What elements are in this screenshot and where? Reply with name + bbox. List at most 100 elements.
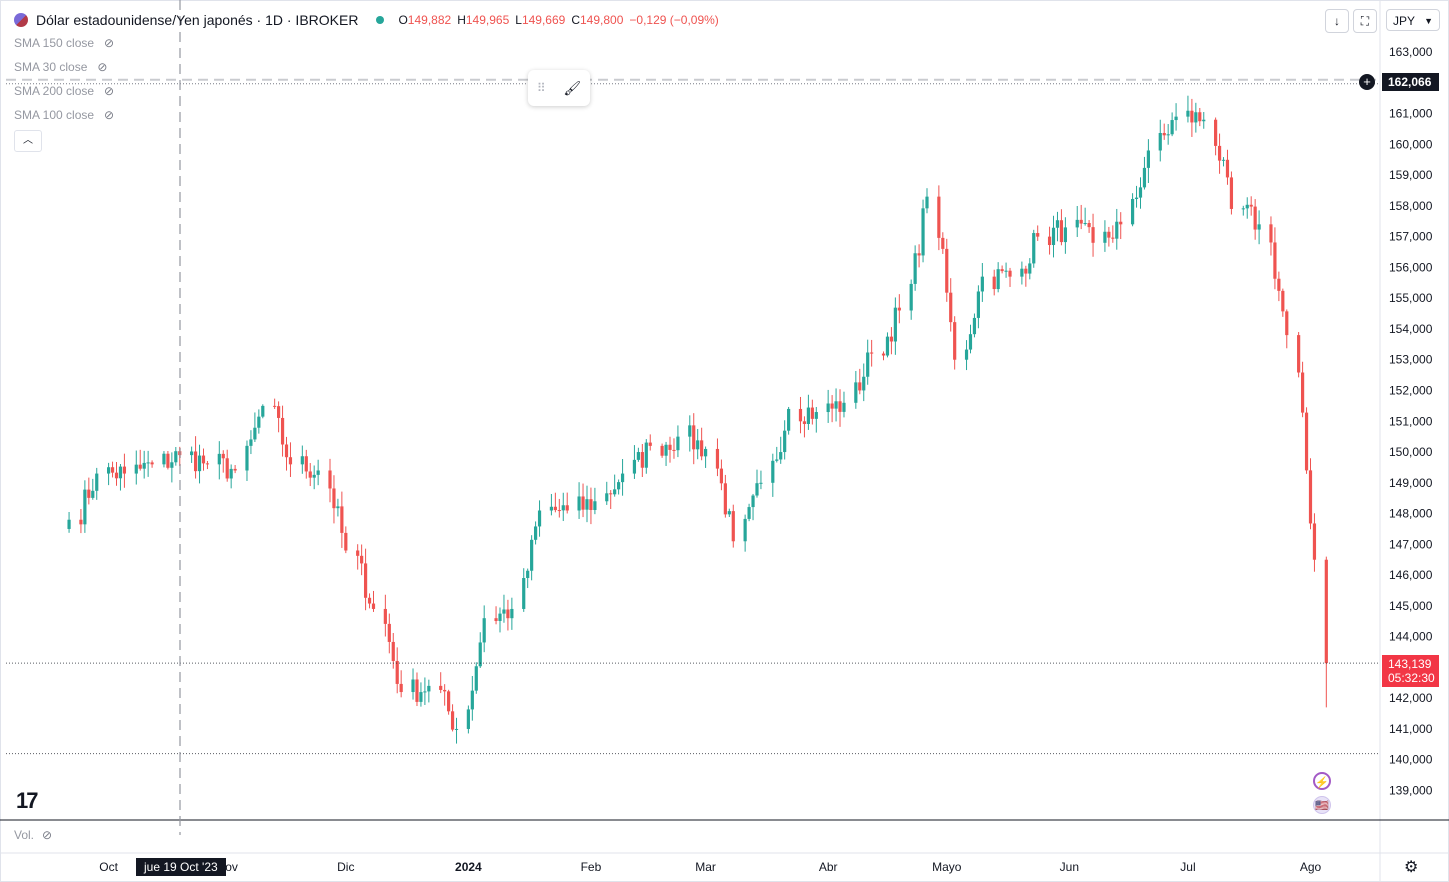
candle-body	[842, 402, 846, 412]
candle-body	[1091, 227, 1095, 243]
indicator-sma-150[interactable]: SMA 150 close ⊘	[14, 36, 114, 50]
drawing-toolbox[interactable]: ⠿ 🖌	[528, 70, 590, 106]
candle-body	[668, 444, 672, 450]
candle-body	[336, 506, 340, 509]
eye-hidden-icon[interactable]: ⊘	[104, 36, 115, 50]
candle-body	[474, 666, 478, 691]
candle-body	[553, 506, 557, 511]
price-tick-label: 150,000	[1389, 445, 1433, 459]
candle-body	[909, 283, 913, 311]
eye-hidden-icon[interactable]: ⊘	[42, 828, 53, 842]
candle-body	[356, 550, 360, 556]
candle-body	[110, 467, 115, 473]
candle-body	[743, 518, 747, 542]
candle-body	[577, 496, 581, 511]
settings-gear-icon[interactable]: ⚙	[1404, 859, 1419, 876]
candle-body	[1324, 559, 1328, 664]
us-flag-event-icon[interactable]: 🇺🇸	[1313, 796, 1331, 814]
candle-body	[565, 505, 569, 511]
candle-body	[95, 473, 99, 491]
download-button[interactable]: ↓	[1325, 9, 1349, 33]
currency-select[interactable]: JPY ▼	[1386, 9, 1440, 31]
candle-body	[1273, 242, 1277, 279]
candle-body	[1004, 270, 1008, 272]
candle-body	[87, 489, 91, 498]
candle-body	[1079, 219, 1083, 224]
candle-body	[316, 470, 320, 475]
candle-body	[1036, 233, 1040, 237]
candle-body	[1253, 206, 1257, 230]
candle-body	[1028, 263, 1032, 274]
candle-body	[470, 690, 474, 710]
time-axis[interactable]: Oct Nov Dic 2024 Feb Mar Abr Mayo Jun Jul Ago	[99, 860, 1321, 874]
price-tick-label: 161,000	[1389, 107, 1433, 121]
price-axis[interactable]: 139,000 140,000 141,000 142,000 144,000 145,0…	[1389, 45, 1433, 797]
candle-body	[225, 458, 229, 479]
indicator-sma-30[interactable]: SMA 30 close ⊘	[14, 60, 107, 74]
eye-hidden-icon[interactable]: ⊘	[97, 60, 108, 74]
candle-body	[617, 482, 621, 490]
candle-body	[118, 466, 123, 479]
indicator-sma-100[interactable]: SMA 100 close ⊘	[14, 108, 114, 122]
price-tick-label: 147,000	[1389, 537, 1433, 551]
indicator-sma-200[interactable]: SMA 200 close ⊘	[14, 84, 114, 98]
time-tick-label: Jul	[1180, 860, 1195, 874]
candle-body	[363, 563, 368, 598]
candle-body	[170, 462, 174, 468]
candle-body	[636, 452, 640, 460]
candle-body	[1217, 145, 1222, 161]
candle-body	[423, 691, 427, 693]
candle-body	[530, 539, 534, 571]
candle-body	[107, 467, 111, 474]
last-price-tag: 143,139 05:32:30	[1382, 655, 1439, 687]
candle-body	[1142, 167, 1147, 188]
candle-body	[1111, 237, 1115, 239]
candle-body	[122, 466, 127, 474]
candle-body	[419, 692, 423, 702]
price-tick-label: 140,000	[1389, 753, 1433, 767]
candle-body	[447, 691, 451, 712]
candle-body	[344, 532, 348, 551]
candle-body	[589, 499, 593, 511]
candle-body	[885, 336, 890, 356]
candle-body	[83, 489, 87, 525]
symbol-title[interactable]: Dólar estadounidense/Yen japonés · 1D · …	[36, 12, 359, 28]
brush-icon[interactable]: 🖌	[563, 79, 582, 96]
price-tick-label: 141,000	[1389, 722, 1433, 736]
eye-hidden-icon[interactable]: ⊘	[104, 108, 115, 122]
candles	[67, 95, 1328, 744]
candle-body	[1241, 208, 1245, 210]
candle-body	[502, 609, 506, 614]
candle-body	[996, 269, 1000, 290]
candle-body	[482, 618, 486, 643]
volume-legend[interactable]: Vol. ⊘	[14, 828, 52, 842]
economic-event-icon[interactable]: ⚡	[1313, 772, 1331, 790]
drag-handle-icon[interactable]: ⠿	[536, 81, 546, 95]
candle-body	[870, 352, 874, 354]
candle-body	[854, 382, 858, 403]
candle-body	[613, 489, 617, 495]
candle-body	[640, 452, 644, 468]
candle-body	[174, 451, 178, 463]
collapse-indicators-button[interactable]: ︿	[14, 130, 42, 152]
candle-body	[1198, 112, 1202, 122]
crosshair-date-label: jue 19 Oct '23	[136, 858, 226, 876]
market-status-icon[interactable]	[376, 16, 385, 24]
candle-body	[67, 519, 71, 529]
time-tick-label: Ago	[1300, 860, 1322, 874]
price-tick-label: 156,000	[1389, 260, 1433, 274]
fullscreen-button[interactable]: ⛶	[1353, 9, 1377, 33]
candle-body	[300, 456, 304, 465]
candle-body	[533, 526, 538, 540]
add-alert-icon[interactable]: +	[1359, 74, 1375, 90]
candle-body	[454, 728, 459, 730]
candle-body	[1103, 231, 1107, 243]
candle-body	[1281, 290, 1285, 312]
candle-body	[229, 468, 233, 479]
tradingview-logo[interactable]: 17	[16, 788, 39, 813]
candle-body	[142, 462, 146, 469]
eye-hidden-icon[interactable]: ⊘	[104, 84, 115, 98]
candle-body	[1087, 222, 1091, 228]
candle-body	[889, 336, 894, 342]
